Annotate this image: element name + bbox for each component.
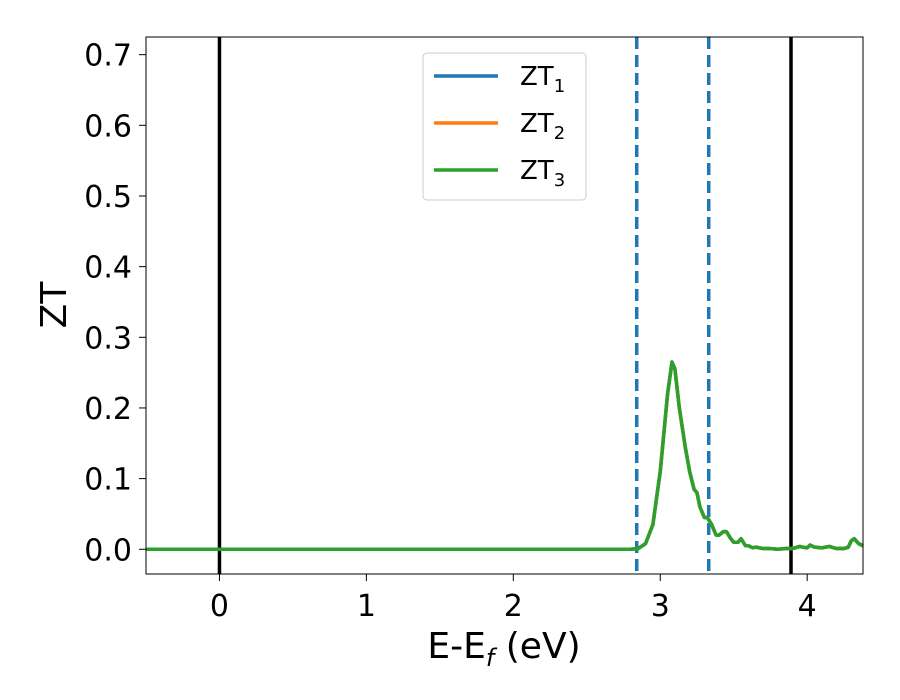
x-tick-label: 2 xyxy=(504,589,523,624)
x-axis-ticks: 0 1 2 3 4 xyxy=(210,574,817,624)
y-tick-label: 0.7 xyxy=(84,39,132,74)
x-tick-label: 1 xyxy=(357,589,376,624)
legend-label-zt1: ZT1 xyxy=(520,62,565,97)
y-tick-label: 0.2 xyxy=(84,392,132,427)
legend: ZT1 ZT2 ZT3 xyxy=(422,52,587,201)
x-axis-title-unit: (eV) xyxy=(494,626,580,667)
series-line-zt3 xyxy=(146,360,864,552)
x-tick-label: 3 xyxy=(651,589,670,624)
y-axis-ticks: 0.0 0.1 0.2 0.3 0.4 0.5 0.6 0.7 xyxy=(84,39,146,568)
legend-label-zt2: ZT2 xyxy=(520,109,565,144)
vertical-lines xyxy=(217,37,793,574)
x-axis-title: E-Ef (eV) xyxy=(427,626,580,672)
y-tick-label: 0.3 xyxy=(84,321,132,356)
y-tick-label: 0.4 xyxy=(84,251,132,286)
legend-label-zt3: ZT3 xyxy=(520,156,565,191)
y-axis-title: ZT xyxy=(34,281,75,329)
x-axis-title-main: E-E xyxy=(427,626,485,667)
legend-box xyxy=(422,52,587,201)
y-tick-label: 0.0 xyxy=(84,533,132,568)
x-tick-label: 4 xyxy=(798,589,817,624)
plot-frame xyxy=(145,36,864,575)
y-tick-label: 0.1 xyxy=(84,463,132,498)
y-tick-label: 0.6 xyxy=(84,109,132,144)
series-layer xyxy=(146,360,864,552)
y-tick-label: 0.5 xyxy=(84,180,132,215)
x-tick-label: 0 xyxy=(210,589,229,624)
legend-items: ZT1 ZT2 ZT3 xyxy=(434,62,565,191)
